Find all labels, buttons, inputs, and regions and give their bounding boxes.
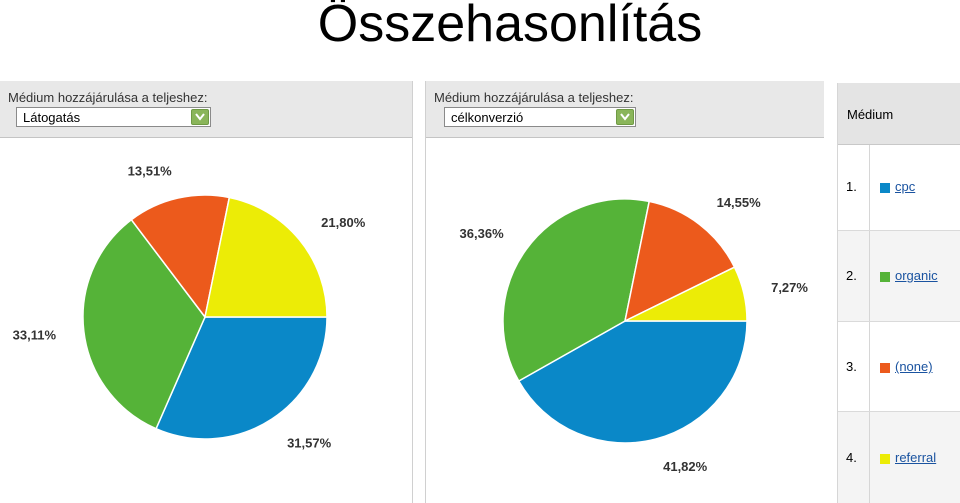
- pie-slice-none: [623, 200, 736, 323]
- right-metric-select[interactable]: célkonverzió: [444, 107, 636, 127]
- pie-slice-organic: [502, 198, 651, 383]
- right-pie-chart: 41,82% 36,36% 14,55% 7,27%: [460, 195, 809, 474]
- left-metric-select[interactable]: Látogatás: [16, 107, 211, 127]
- row-divider: [869, 231, 870, 321]
- row-number: 3.: [846, 359, 857, 374]
- chevron-down-icon[interactable]: [616, 109, 634, 125]
- right-chart-panel: Médium hozzájárulása a teljeshez: célkon…: [425, 81, 824, 503]
- row-divider: [869, 322, 870, 411]
- page-title: Összehasonlítás: [317, 0, 703, 53]
- table-header: Médium: [838, 83, 960, 145]
- right-panel-label: Médium hozzájárulása a teljeshez:: [434, 90, 634, 105]
- medium-table: Médium 1. cpc 2. organic 3. (none) 4. re…: [837, 83, 960, 503]
- pie-slice-cpc: [155, 316, 328, 440]
- row-divider: [869, 412, 870, 503]
- pie-label-cpc: 31,57%: [287, 436, 332, 451]
- table-row: 1. cpc: [838, 145, 960, 231]
- pie-label-referral: 7,27%: [771, 280, 808, 295]
- table-row: 3. (none): [838, 322, 960, 412]
- chevron-down-icon[interactable]: [191, 109, 209, 125]
- row-number: 2.: [846, 268, 857, 283]
- organic-swatch: [880, 272, 890, 282]
- pie-label-referral: 21,80%: [321, 215, 366, 230]
- right-panel-header: Médium hozzájárulása a teljeshez: célkon…: [426, 81, 824, 138]
- pie-slice-referral: [204, 196, 328, 318]
- none-swatch: [880, 363, 890, 373]
- left-select-value: Látogatás: [23, 110, 81, 125]
- cpc-swatch: [880, 183, 890, 193]
- pie-label-none: 13,51%: [128, 164, 173, 179]
- left-panel-header: Médium hozzájárulása a teljeshez: Látoga…: [0, 81, 412, 138]
- left-chart-panel: Médium hozzájárulása a teljeshez: Látoga…: [0, 81, 413, 503]
- table-row: 4. referral: [838, 412, 960, 503]
- referral-swatch: [880, 454, 890, 464]
- pie-label-none: 14,55%: [717, 195, 762, 210]
- table-header-label: Médium: [847, 107, 894, 122]
- pie-label-organic: 33,11%: [13, 328, 57, 343]
- pie-slice-organic: [82, 218, 206, 430]
- row-number: 1.: [846, 179, 857, 194]
- row-number: 4.: [846, 450, 857, 465]
- pie-slice-referral: [624, 266, 748, 322]
- referral-link[interactable]: referral: [895, 450, 937, 465]
- pie-label-cpc: 41,82%: [663, 459, 708, 474]
- right-select-value: célkonverzió: [451, 110, 524, 125]
- pie-slice-cpc: [517, 320, 748, 444]
- cpc-link[interactable]: cpc: [895, 179, 916, 194]
- row-divider: [869, 145, 870, 230]
- pie-label-organic: 36,36%: [460, 226, 505, 241]
- left-panel-label: Médium hozzájárulása a teljeshez:: [8, 90, 208, 105]
- organic-link[interactable]: organic: [895, 268, 938, 283]
- pie-slice-none: [130, 194, 231, 319]
- left-pie-chart: 31,57% 33,11% 13,51% 21,80%: [13, 164, 366, 451]
- none-link[interactable]: (none): [895, 359, 933, 374]
- table-row: 2. organic: [838, 231, 960, 322]
